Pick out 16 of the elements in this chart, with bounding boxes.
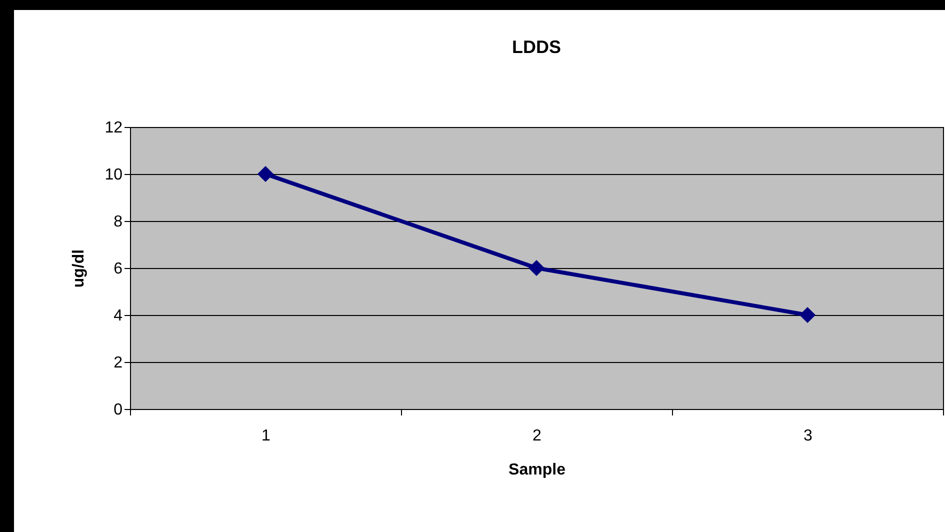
y-tick-label: 12 <box>104 120 123 136</box>
y-tick-label: 6 <box>114 260 123 278</box>
y-tick-label: 0 <box>114 402 123 418</box>
y-tick-label: 2 <box>114 354 123 372</box>
y-tick-label: 8 <box>114 214 123 230</box>
y-axis-title: ug/dl <box>70 249 88 288</box>
point <box>257 166 274 182</box>
point <box>799 306 816 324</box>
x-tick-label: 1 <box>262 428 271 444</box>
y-tick-label: 10 <box>104 166 123 184</box>
x-tick-label: 3 <box>804 428 813 444</box>
x-tick-label: 2 <box>532 428 542 444</box>
x-axis-title: Sample <box>508 462 566 478</box>
chart-title: LDDS <box>512 37 561 57</box>
y-tick-label: 4 <box>114 308 123 324</box>
point <box>528 260 545 276</box>
